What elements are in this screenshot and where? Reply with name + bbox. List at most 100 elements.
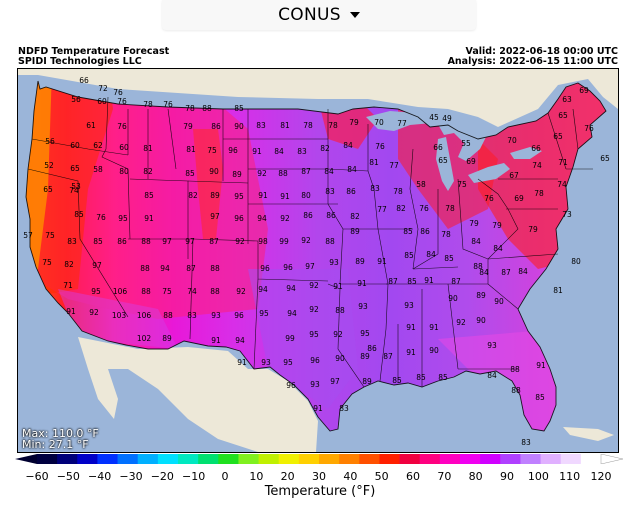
temperature-label: 99 [279, 237, 289, 246]
temperature-label: 76 [163, 100, 173, 109]
temperature-label: 96 [234, 311, 244, 320]
colorbar-tick-label: −50 [56, 470, 80, 483]
temperature-label: 84 [347, 165, 357, 174]
chevron-down-icon [349, 12, 360, 18]
temperature-label: 84 [426, 250, 436, 259]
colorbar-block [77, 454, 98, 464]
temperature-label: 79 [528, 225, 538, 234]
temperature-label: 96 [310, 356, 320, 365]
temperature-label: 78 [393, 187, 403, 196]
temperature-label: 87 [451, 277, 461, 286]
temperature-label: 95 [309, 330, 319, 339]
temperature-label: 92 [456, 318, 466, 327]
temperature-label: 65 [43, 185, 53, 194]
colorbar-block [57, 454, 78, 464]
colorbar-tick-label: 60 [406, 470, 420, 483]
colorbar-block [520, 454, 541, 464]
temperature-label: 86 [367, 344, 377, 353]
temperature-label: 90 [234, 122, 244, 131]
temperature-label: 89 [476, 291, 486, 300]
temperature-label: 84 [343, 141, 353, 150]
temperature-label: 57 [23, 231, 33, 240]
colorbar-tick-label: 80 [468, 470, 483, 483]
temperature-map: 66 72 76 78 88 85 56 60 76 76 78 61 76 79 86 90 83 81 78 78… [17, 68, 619, 453]
temperature-label: 91 [313, 404, 323, 413]
temperature-label: 78 [534, 189, 544, 198]
temperature-label: 95 [360, 329, 370, 338]
colorbar-block [258, 454, 280, 464]
temperature-label: 96 [228, 146, 238, 155]
temperature-label: 76 [584, 124, 594, 133]
colorbar-block [560, 454, 582, 464]
colorbar-tick-label: −60 [25, 470, 49, 483]
temperature-label: 90 [494, 297, 504, 306]
colorbar-block [238, 454, 259, 464]
temperature-label: 85 [535, 393, 545, 402]
temperature-label: 85 [185, 169, 195, 178]
temperature-label: 75 [162, 287, 172, 296]
colorbar-block [500, 454, 521, 464]
great-lakes [366, 111, 542, 191]
temperature-label: 88 [335, 306, 345, 315]
temperature-label: 90 [476, 316, 486, 325]
temperature-label: 92 [309, 305, 319, 314]
temperature-label: 69 [579, 86, 589, 95]
colorbar-title: Temperature (°F) [264, 484, 376, 499]
temperature-label: 94 [258, 285, 268, 294]
temperature-label: 92 [333, 330, 343, 339]
temperature-label: 71 [63, 281, 73, 290]
temperature-label: 88 [202, 104, 212, 113]
temperature-label: 96 [283, 263, 293, 272]
temperature-label: 87 [301, 167, 311, 176]
temperature-label: 87 [501, 268, 511, 277]
temperature-label: 84 [493, 244, 503, 253]
temperature-label: 83 [67, 237, 77, 246]
temperature-label: 88 [510, 365, 520, 374]
temperature-label: 106 [112, 287, 128, 296]
temperature-label: 74 [532, 161, 542, 170]
temperature-label: 60 [97, 97, 107, 106]
temperature-label: 91 [377, 257, 387, 266]
map-canvas [18, 69, 618, 452]
colorbar-tick-label: −10 [182, 470, 206, 483]
temperature-label: 62 [93, 141, 103, 150]
temperature-label: 78 [328, 121, 338, 130]
temperature-label: 81 [369, 158, 379, 167]
colorbar-block [37, 454, 58, 464]
colorbar-tick-label: 10 [249, 470, 264, 483]
temperature-label: 86 [326, 211, 336, 220]
region-select-dropdown[interactable]: CONUS [162, 0, 476, 30]
temperature-label: 83 [521, 438, 531, 447]
colorbar-tick-label: 20 [280, 470, 295, 483]
temperature-label: 94 [257, 214, 267, 223]
temperature-label: 95 [118, 214, 128, 223]
colorbar-tick-label: 50 [374, 470, 389, 483]
colorbar-block [157, 454, 179, 464]
temperature-label: 83 [339, 404, 349, 413]
temperature-label: 96 [260, 264, 270, 273]
temperature-label: 79 [183, 122, 193, 131]
temperature-label: 84 [471, 237, 481, 246]
temperature-label: 92 [257, 169, 267, 178]
temperature-label: 97 [210, 212, 220, 221]
temperature-label: 45 [429, 113, 439, 122]
temperature-label: 95 [259, 309, 269, 318]
colorbar-tick-label: −30 [119, 470, 143, 483]
temperature-label: 87 [383, 352, 393, 361]
temperature-label: 73 [562, 210, 572, 219]
temperature-label: 85 [438, 373, 448, 382]
temperature-label: 49 [442, 114, 452, 123]
temperature-label: 92 [235, 237, 245, 246]
temperature-label: 85 [144, 191, 154, 200]
temperature-label: 76 [117, 122, 127, 131]
temperature-label: 91 [280, 192, 290, 201]
temperature-label: 76 [375, 142, 385, 151]
temperature-label: 87 [209, 237, 219, 246]
temperature-colorbar [15, 454, 623, 464]
colorbar-block [178, 454, 199, 464]
temperature-label: 85 [444, 254, 454, 263]
temperature-label: 85 [404, 251, 414, 260]
colorbar-tick-label: 70 [437, 470, 452, 483]
temperature-label: 90 [335, 354, 345, 363]
state-boundaries [25, 80, 607, 432]
